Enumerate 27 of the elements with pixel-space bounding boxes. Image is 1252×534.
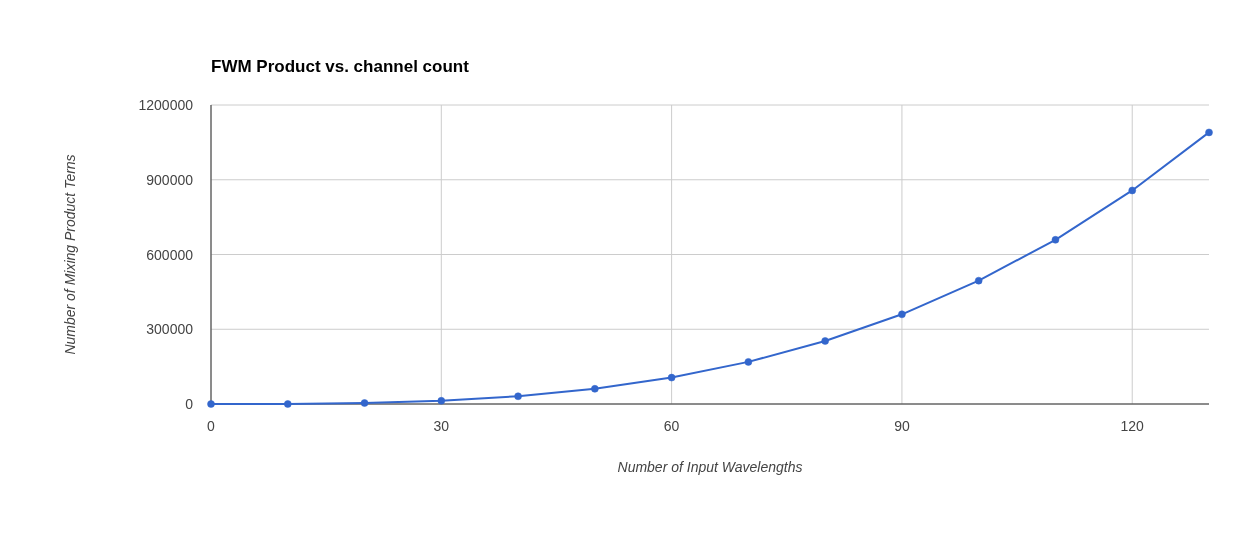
x-axis-title: Number of Input Wavelengths bbox=[617, 459, 803, 475]
point bbox=[821, 337, 829, 345]
point bbox=[744, 358, 753, 366]
point bbox=[1051, 236, 1060, 244]
x-tick-label: 90 bbox=[894, 418, 910, 434]
point bbox=[667, 373, 676, 382]
y-tick-label: 900000 bbox=[146, 171, 194, 188]
y-tick-label: 300000 bbox=[146, 321, 194, 338]
point bbox=[898, 310, 906, 319]
x-tick-label: 120 bbox=[1120, 418, 1145, 434]
y-tick-label: 1200000 bbox=[138, 97, 194, 113]
point bbox=[437, 397, 446, 405]
x-tick-label: 30 bbox=[433, 418, 450, 434]
point bbox=[207, 400, 215, 408]
x-tick-label: 0 bbox=[207, 418, 216, 434]
point bbox=[974, 276, 983, 285]
point bbox=[1128, 186, 1136, 195]
point bbox=[591, 385, 599, 393]
point bbox=[1205, 128, 1213, 137]
x-tick-label: 60 bbox=[663, 418, 680, 434]
point bbox=[514, 392, 522, 401]
point bbox=[360, 399, 369, 407]
y-tick-label: 0 bbox=[185, 396, 194, 412]
y-axis-title: Number of Mixing Product Terns bbox=[62, 154, 78, 355]
chart-title: FWM Product vs. channel count bbox=[211, 57, 470, 76]
y-tick-label: 600000 bbox=[146, 246, 194, 263]
point bbox=[284, 400, 292, 408]
